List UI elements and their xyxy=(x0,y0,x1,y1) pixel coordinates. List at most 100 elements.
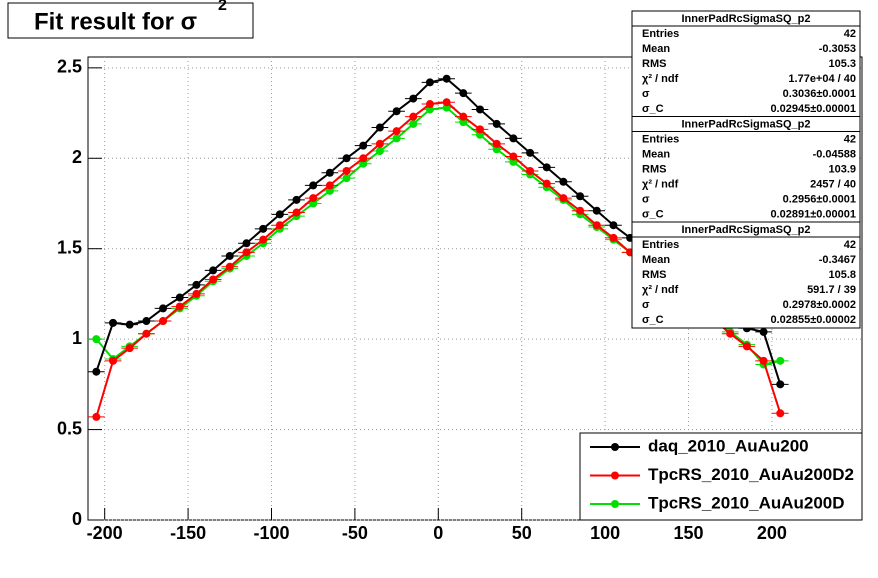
data-point xyxy=(342,174,351,183)
data-point xyxy=(609,233,618,242)
y-tick-label: 0 xyxy=(72,509,82,529)
data-point xyxy=(609,221,618,230)
data-point xyxy=(459,89,468,98)
x-tick-label: -100 xyxy=(253,523,289,543)
stats-value: 103.9 xyxy=(828,163,856,175)
data-point xyxy=(325,168,334,177)
y-tick-label: 1 xyxy=(72,328,82,348)
data-point xyxy=(759,356,768,365)
stats-label: RMS xyxy=(642,163,666,175)
data-point xyxy=(442,98,451,107)
data-point xyxy=(292,208,301,217)
data-point xyxy=(309,181,318,190)
data-point xyxy=(175,293,184,302)
y-tick-label: 2 xyxy=(72,147,82,167)
stats-label: RMS xyxy=(642,58,666,70)
data-point xyxy=(275,221,284,230)
data-point xyxy=(442,74,451,83)
stats-value: 42 xyxy=(844,133,856,145)
stats-value: 0.02855±0.00002 xyxy=(770,314,856,326)
data-point xyxy=(209,266,218,275)
data-point xyxy=(492,119,501,128)
x-tick-label: 100 xyxy=(590,523,620,543)
data-point xyxy=(409,94,418,103)
data-point xyxy=(159,317,168,326)
legend-label: TpcRS_2010_AuAu200D xyxy=(648,493,845,512)
y-tick-label: 2.5 xyxy=(57,57,82,77)
data-point xyxy=(225,251,234,260)
data-point xyxy=(259,224,268,233)
data-point xyxy=(476,105,485,114)
data-point xyxy=(225,262,234,271)
data-point xyxy=(92,335,101,344)
data-point xyxy=(559,177,568,186)
stats-value: -0.3467 xyxy=(819,254,856,266)
legend-label: TpcRS_2010_AuAu200D2 xyxy=(648,465,854,484)
data-point xyxy=(459,112,468,121)
title-box xyxy=(7,2,254,39)
data-point xyxy=(109,318,118,327)
stats-value: 0.2978±0.0002 xyxy=(783,299,856,311)
data-point xyxy=(776,356,785,365)
data-point xyxy=(109,356,118,365)
data-point xyxy=(159,304,168,313)
data-point xyxy=(325,181,334,190)
stats-value: 42 xyxy=(844,239,856,251)
data-point xyxy=(526,166,535,175)
title-superscript: 2 xyxy=(218,0,227,14)
data-point xyxy=(542,179,551,188)
data-point xyxy=(142,329,151,338)
data-point xyxy=(509,134,518,143)
stats-title: InnerPadRcSigmaSQ_p2 xyxy=(682,13,811,25)
data-point xyxy=(425,100,434,109)
x-tick-label: 200 xyxy=(757,523,787,543)
legend-marker xyxy=(611,471,619,480)
legend-marker xyxy=(611,443,619,451)
stats-value: 1.77e+04 / 40 xyxy=(788,73,856,85)
stats-value: 0.02891±0.00001 xyxy=(770,208,856,220)
data-point xyxy=(726,329,735,338)
data-point xyxy=(192,280,201,289)
data-point xyxy=(476,125,485,134)
stats-value: 2457 / 40 xyxy=(810,178,856,190)
stats-label: σ_C xyxy=(642,103,664,115)
data-point xyxy=(526,148,535,157)
stats-title: InnerPadRcSigmaSQ_p2 xyxy=(682,118,811,130)
stats-label: σ_C xyxy=(642,208,664,220)
stats-label: Entries xyxy=(642,239,679,251)
stats-label: Mean xyxy=(642,148,670,160)
stats-value: 0.2956±0.0001 xyxy=(783,193,856,205)
data-point xyxy=(492,139,501,148)
data-point xyxy=(392,134,401,143)
stats-label: χ² / ndf xyxy=(642,284,679,296)
data-point xyxy=(92,412,101,421)
stats-value: 105.8 xyxy=(828,269,856,281)
stats-label: σ xyxy=(642,88,650,100)
data-point xyxy=(576,206,585,215)
stats-label: RMS xyxy=(642,269,666,281)
stats-label: χ² / ndf xyxy=(642,178,679,190)
stats-label: Mean xyxy=(642,43,670,55)
data-point xyxy=(359,141,368,150)
data-point xyxy=(776,409,785,418)
data-point xyxy=(592,206,601,215)
x-tick-label: -200 xyxy=(87,523,123,543)
data-point xyxy=(242,239,251,248)
stats-title: InnerPadRcSigmaSQ_p2 xyxy=(682,224,811,236)
data-point xyxy=(175,302,184,311)
data-point xyxy=(392,127,401,136)
data-point xyxy=(142,317,151,326)
stats-value: -0.3053 xyxy=(819,43,856,55)
y-tick-label: 0.5 xyxy=(57,418,82,438)
data-point xyxy=(392,107,401,116)
legend-label: daq_2010_AuAu200 xyxy=(648,436,809,455)
stats-label: Entries xyxy=(642,133,679,145)
stats-box xyxy=(631,221,861,329)
legend-marker xyxy=(611,500,619,508)
stats-label: χ² / ndf xyxy=(642,73,679,85)
data-point xyxy=(375,139,384,148)
stats-value: 0.3036±0.0001 xyxy=(783,88,856,100)
data-point xyxy=(259,235,268,244)
data-point xyxy=(209,275,218,284)
